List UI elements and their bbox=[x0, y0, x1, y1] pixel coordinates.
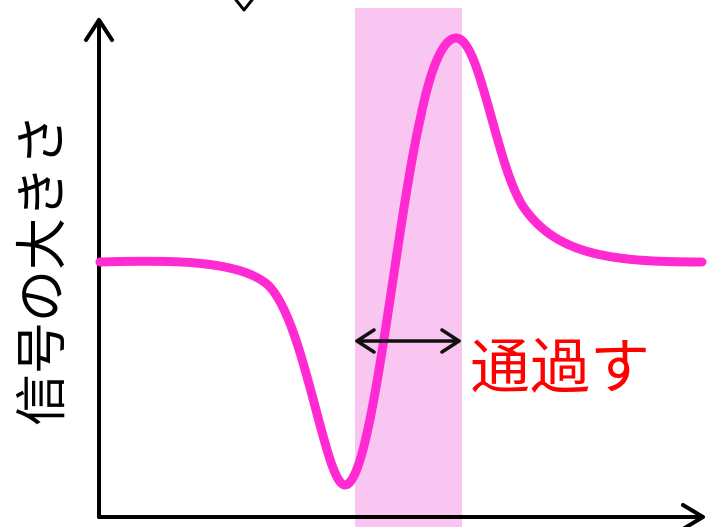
highlight-band bbox=[355, 8, 462, 527]
signal-curve bbox=[95, 33, 707, 490]
annotation-text: 通過す bbox=[470, 333, 650, 403]
y-axis-label: 信号の大きさ bbox=[13, 114, 73, 426]
y-axis-arrowhead-icon bbox=[84, 18, 114, 42]
top-marker-icon bbox=[234, 0, 254, 12]
width-double-arrow-icon bbox=[355, 328, 461, 354]
x-axis-arrowhead-icon bbox=[681, 503, 705, 527]
axes bbox=[84, 0, 705, 527]
